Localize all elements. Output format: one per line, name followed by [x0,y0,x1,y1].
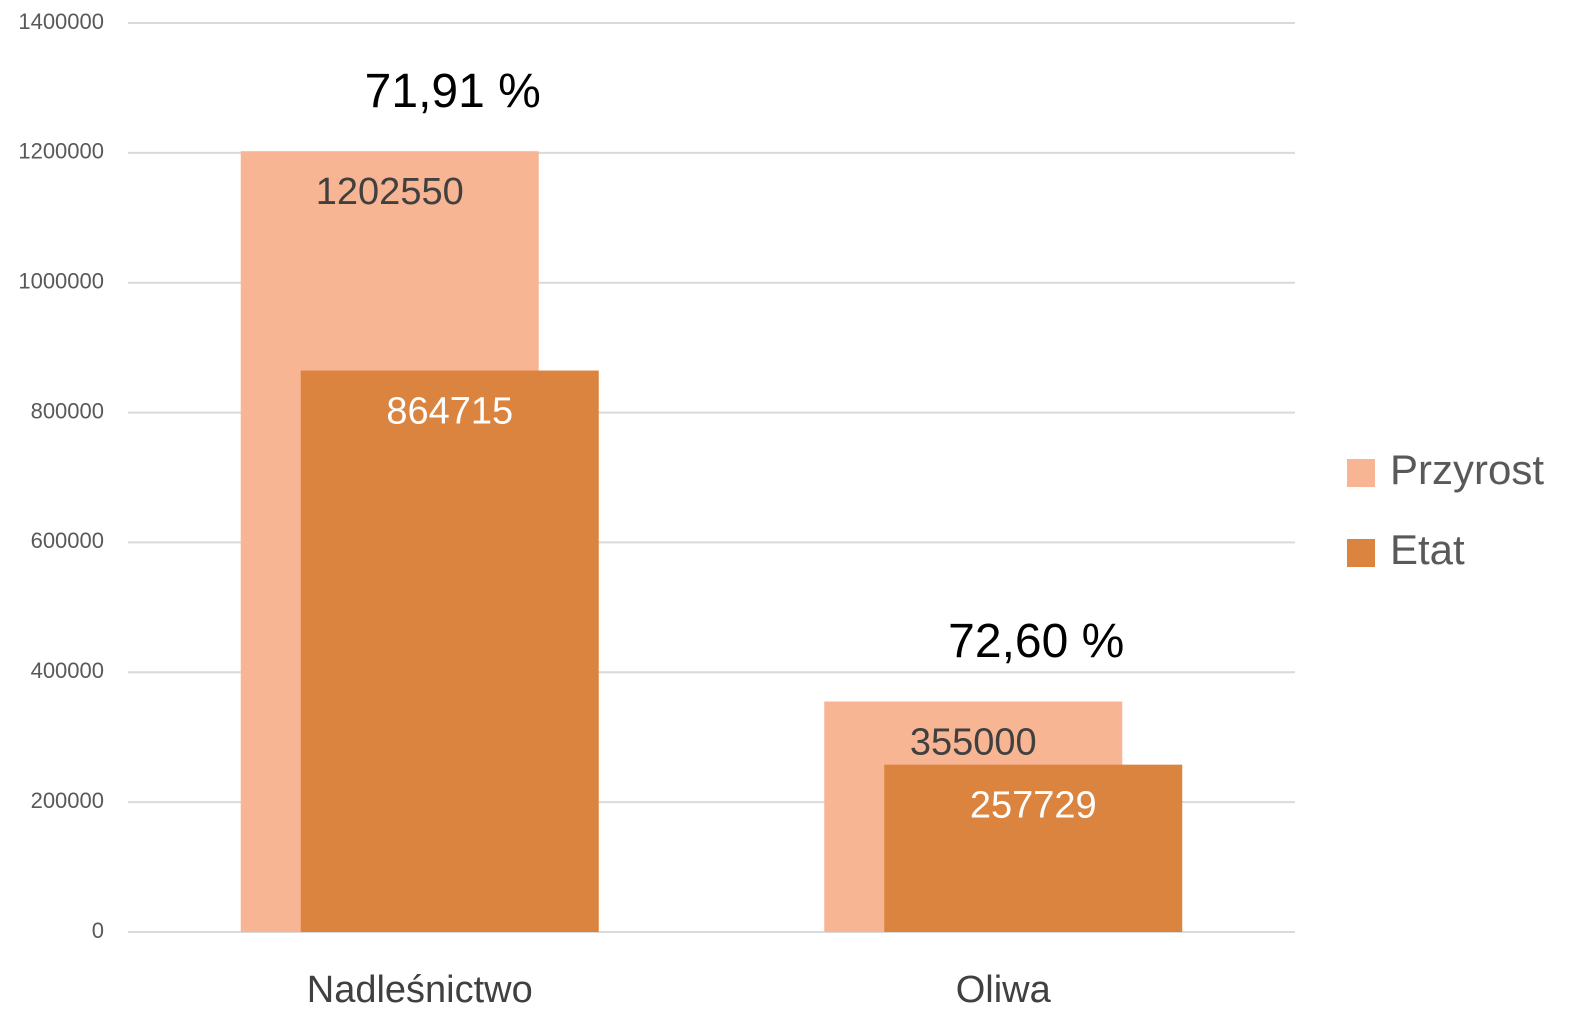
y-tick-label: 1400000 [18,9,104,34]
bar [300,370,599,932]
y-tick-label: 1200000 [18,139,104,164]
y-tick-label: 1000000 [18,269,104,294]
legend-swatch [1347,459,1375,487]
data-label: 1202550 [316,171,464,213]
legend-swatch [1347,539,1375,567]
legend-label: Etat [1390,526,1465,573]
y-tick-label: 200000 [31,788,104,813]
data-label: 257729 [970,785,1097,827]
y-tick-label: 600000 [31,528,104,553]
y-tick-label: 0 [92,918,104,943]
y-tick-label: 400000 [31,658,104,683]
annotation: 71,91 % [365,65,541,118]
x-tick-label: Oliwa [956,969,1052,1011]
bar [884,764,1183,932]
y-tick-label: 800000 [31,398,104,423]
annotation: 72,60 % [948,615,1124,668]
legend-label: Przyrost [1390,446,1544,493]
data-label: 864715 [386,391,513,433]
x-tick-label: Nadleśnictwo [307,969,533,1011]
data-label: 355000 [910,722,1037,764]
